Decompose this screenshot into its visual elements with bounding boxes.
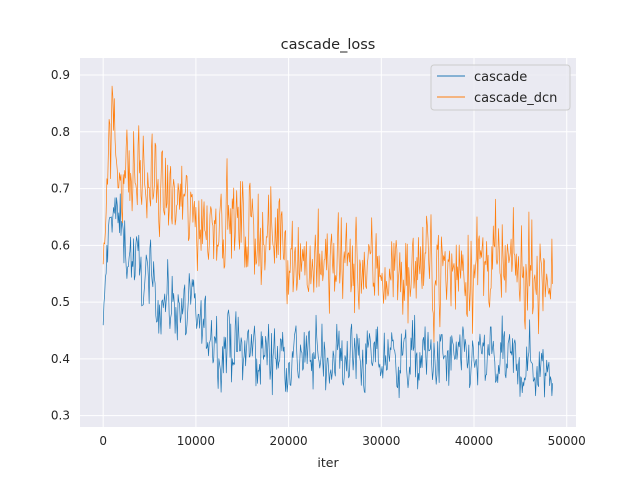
legend-label: cascade_dcn [474,91,557,106]
y-tick-label: 0.4 [51,352,70,366]
series-line-1 [102,193,553,399]
y-tick-label: 0.9 [51,68,70,82]
plot-area [80,58,576,427]
y-tick-label: 0.8 [51,125,70,139]
x-tick-label: 0 [99,434,107,448]
x-tick-label: 30000 [362,434,400,448]
x-tick-label: 40000 [455,434,493,448]
legend-box [430,64,571,111]
legend: cascade cascade_dcn [430,64,571,111]
series-layer [102,85,553,399]
y-tick-label: 0.3 [51,409,70,423]
x-axis-ticks: 0 10000 20000 30000 40000 50000 [99,434,585,448]
y-tick-label: 0.6 [51,238,70,252]
x-tick-label: 50000 [548,434,586,448]
x-tick-label: 10000 [177,434,215,448]
chart-title: cascade_loss [281,37,376,53]
legend-label: cascade [474,70,527,85]
x-axis-label: iter [317,455,339,470]
y-axis-ticks: 0.3 0.4 0.5 0.6 0.7 0.8 0.9 [51,68,70,423]
y-tick-label: 0.5 [51,295,70,309]
y-tick-label: 0.7 [51,182,70,196]
series-line-2 [102,85,553,343]
x-tick-label: 20000 [270,434,308,448]
